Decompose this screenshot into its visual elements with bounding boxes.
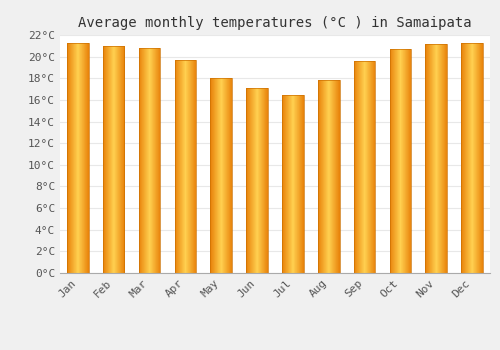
Bar — [174, 60, 196, 273]
Bar — [426, 44, 447, 273]
Bar — [103, 46, 124, 273]
Title: Average monthly temperatures (°C ) in Samaipata: Average monthly temperatures (°C ) in Sa… — [78, 16, 472, 30]
Bar — [354, 61, 376, 273]
Bar — [462, 43, 483, 273]
Bar — [210, 78, 232, 273]
Bar — [282, 94, 304, 273]
Bar — [390, 49, 411, 273]
Bar — [246, 88, 268, 273]
Bar — [139, 48, 160, 273]
Bar — [318, 80, 340, 273]
Bar — [67, 43, 88, 273]
